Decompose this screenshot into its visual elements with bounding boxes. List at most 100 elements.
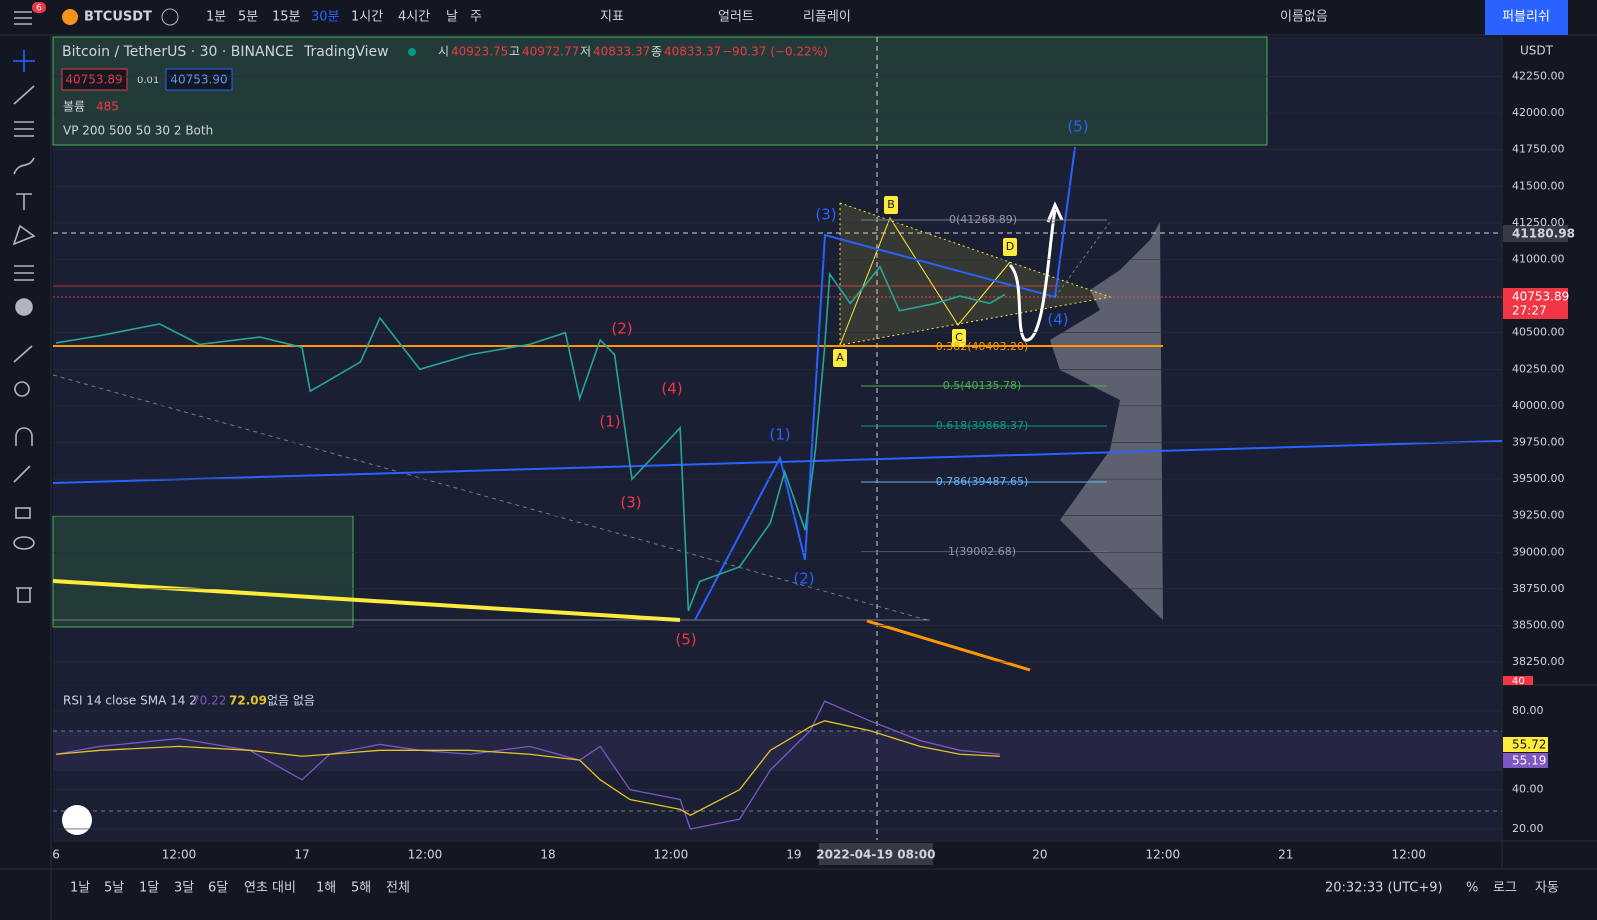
log-toggle[interactable]: 로그 [1493,881,1517,896]
interval[interactable]: 1분 [206,10,226,25]
y-tick-label: 38750.00 [1512,582,1565,595]
menu-icon[interactable] [14,11,32,25]
last-price: 40753.89 [1512,290,1569,304]
point-bg [1003,238,1017,256]
fib-label: 0(41268.89) [949,213,1017,226]
trend-line [52,579,681,622]
range-button[interactable]: 5해 [351,881,371,896]
crosshair-label-bg [1503,225,1568,242]
interval[interactable]: 4시간 [398,10,430,25]
y-tick-label: 39000.00 [1512,545,1565,558]
crosshair-tool[interactable] [13,50,35,72]
fib-label: 0.786(39487.65) [936,475,1029,488]
crosshair-price: 41180.98 [1512,227,1575,241]
range-button[interactable]: 5날 [104,881,124,896]
replay-button[interactable]: 리플레이 [803,10,851,25]
x-tick-label: 12:00 [162,848,197,862]
wave-label: (3) [815,206,836,224]
fib-label: 1(39002.68) [948,545,1016,558]
x-tick-label: 2022-04-19 08:00 [816,848,935,862]
y-tick-label: 41000.00 [1512,252,1565,265]
magnet-tool[interactable] [15,427,33,446]
countdown: 27:27 [1512,304,1547,318]
x-tick-label: 12:00 [1391,848,1426,862]
y-tick-label: 41750.00 [1512,143,1565,156]
draw-mode[interactable] [13,465,31,483]
prediction-tool[interactable] [14,265,34,281]
interval[interactable]: 날 [446,10,458,25]
ohlc-value: 40833.37 [664,45,721,59]
legend-source: TradingView [303,44,389,60]
last-price-bg [1503,288,1568,319]
range-button[interactable]: 6달 [208,881,228,896]
y-tick-label: 40.00 [1512,783,1544,796]
bid[interactable]: 40753.89 [65,73,122,87]
point-bg [884,196,898,214]
publish-bg[interactable] [1485,0,1568,35]
axis-label-bg [1503,676,1533,685]
fib-label: 0.618(39868.37) [936,419,1029,432]
currency[interactable]: USDT [1520,44,1554,58]
interval[interactable]: 30분 [311,10,340,25]
wave-label: (3) [620,494,641,512]
range-button[interactable]: 전체 [386,881,410,896]
publish-button[interactable]: 퍼블리쉬 [1502,10,1550,25]
brush-tool[interactable] [13,157,35,175]
axis-label: 40 [1512,676,1525,687]
ohlc-label: 고 [509,45,520,59]
auto-toggle[interactable]: 자동 [1535,881,1559,896]
wave-label: (4) [1047,311,1068,329]
interval[interactable]: 5분 [238,10,258,25]
btc-icon [62,9,78,25]
rsi-value: 70.22 [192,694,226,708]
ask[interactable]: 40753.90 [170,73,227,87]
pattern-tool[interactable] [12,224,36,246]
layout-name[interactable]: 이름없음 [1280,10,1328,25]
visibility-tool[interactable] [13,536,35,550]
y-tick-label: 38500.00 [1512,618,1565,631]
fib-tool[interactable] [14,121,34,137]
x-tick-label: 19 [786,848,801,862]
point-label: D [1006,240,1014,253]
point-label: C [955,331,963,344]
x-tick-label: 17 [294,848,309,862]
rsi-label-bg [1503,753,1548,768]
percent-toggle[interactable]: % [1466,881,1478,896]
y-tick-label: 80.00 [1512,704,1544,717]
interval[interactable]: 15분 [272,10,301,25]
rsi-axis-label: 55.72 [1512,738,1546,752]
trash-tool[interactable] [16,587,32,603]
y-tick-label: 41500.00 [1512,179,1565,192]
symbol[interactable]: BTCUSDT [84,10,152,25]
abcd [839,216,1011,346]
data-line [55,265,1006,612]
ohlc-value: 40833.37 [593,45,650,59]
help-icon[interactable] [15,298,33,316]
ohlc-value: 40972.77 [522,45,579,59]
range-button[interactable]: 연초 대비 [244,881,296,896]
badge-bg [32,2,46,13]
interval[interactable]: 주 [470,10,482,25]
indicators-button[interactable]: 지표 [600,10,624,25]
range-button[interactable]: 1날 [70,881,90,896]
alert-button[interactable]: 얼러트 [718,10,754,25]
x-tick-label: 18 [540,848,555,862]
y-tick-label: 39500.00 [1512,472,1565,485]
text-tool[interactable] [16,193,32,210]
range-button[interactable]: 3달 [174,881,194,896]
interval[interactable]: 1시간 [351,10,383,25]
tv-logo[interactable] [62,805,92,835]
ruler-tool[interactable] [13,345,33,363]
wave-label: (1) [599,413,620,431]
clock: 20:32:33 (UTC+9) [1325,881,1443,896]
x-tick-label: 12:00 [654,848,689,862]
add-symbol[interactable] [161,8,179,26]
lock-tool[interactable] [15,507,31,519]
wave-label: (1) [769,426,790,444]
zoom-tool[interactable] [14,381,30,397]
ask-box [165,68,233,91]
range-button[interactable]: 1달 [139,881,159,896]
line-tool[interactable] [13,85,35,105]
range-button[interactable]: 1해 [316,881,336,896]
